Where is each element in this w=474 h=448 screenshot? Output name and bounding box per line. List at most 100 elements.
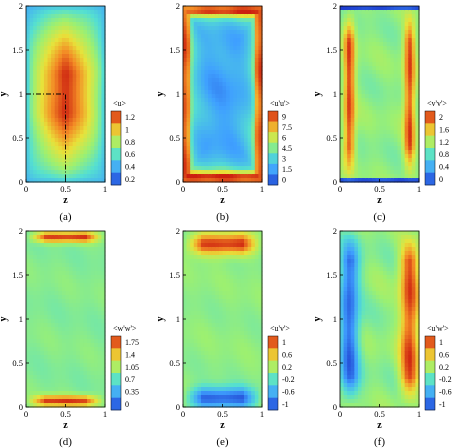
heatmap-cell (393, 82, 399, 87)
heatmap-cell (58, 403, 63, 408)
heatmap-cell (29, 54, 34, 59)
heatmap-cell (90, 18, 95, 23)
heatmap-cell (36, 251, 41, 256)
heatmap-cell (379, 166, 384, 171)
heatmap-cell (43, 162, 49, 167)
heatmap-cell (222, 106, 227, 111)
heatmap-cell (258, 391, 263, 396)
heatmap-cell (36, 355, 41, 360)
heatmap-cell (51, 98, 56, 103)
heatmap-cell (390, 22, 395, 27)
heatmap-cell (186, 178, 191, 183)
heatmap-cell (51, 54, 56, 59)
heatmap-cell (87, 367, 92, 372)
heatmap-cell (72, 339, 77, 344)
heatmap-cell (69, 303, 74, 308)
heatmap-cell (236, 22, 242, 27)
heatmap-cell (33, 38, 38, 43)
heatmap-cell (97, 122, 103, 127)
heatmap-cell (211, 162, 216, 167)
heatmap-cell (79, 126, 85, 131)
heatmap-cell (397, 150, 402, 155)
heatmap-cell (51, 287, 56, 292)
heatmap-cell (368, 6, 373, 11)
heatmap-cell (229, 351, 234, 356)
heatmap-cell (87, 275, 92, 280)
heatmap-cell (365, 170, 370, 175)
heatmap-cell (222, 239, 227, 244)
heatmap-cell (36, 255, 41, 260)
x-tick-label: 1 (417, 184, 421, 194)
heatmap-cell (229, 359, 234, 364)
heatmap-cell (183, 34, 188, 39)
heatmap-cell (61, 359, 67, 364)
heatmap-cell (343, 98, 348, 103)
heatmap-cell (222, 375, 227, 380)
heatmap-cell (372, 162, 377, 167)
heatmap-cell (215, 26, 220, 31)
heatmap-cell (54, 106, 59, 111)
heatmap-cell (222, 251, 227, 256)
heatmap-cell (390, 154, 395, 159)
heatmap-cell (343, 14, 348, 19)
heatmap-cell (51, 399, 56, 404)
heatmap-cell (186, 158, 191, 163)
heatmap-cell (101, 78, 106, 83)
heatmap-cell (33, 162, 38, 167)
heatmap-cell (40, 94, 45, 99)
heatmap-cell (97, 387, 103, 392)
heatmap-cell (411, 38, 417, 43)
heatmap-cell (190, 46, 195, 51)
heatmap-cell (36, 178, 41, 183)
heatmap-cell (197, 170, 202, 175)
heatmap-cell (186, 251, 191, 256)
heatmap-cell (65, 106, 70, 111)
heatmap-cell (222, 403, 227, 408)
heatmap-cell (29, 387, 34, 392)
heatmap-cell (211, 359, 216, 364)
heatmap-cell (40, 231, 45, 236)
heatmap-cell (226, 166, 231, 171)
heatmap-cell (76, 62, 81, 67)
heatmap-cell (40, 98, 45, 103)
heatmap-cell (101, 142, 106, 147)
heatmap-cell (79, 46, 85, 51)
heatmap-cell (361, 114, 366, 119)
heatmap-cell (97, 335, 103, 340)
heatmap-cell (65, 54, 70, 59)
heatmap-cell (97, 94, 103, 99)
heatmap-cell (222, 154, 227, 159)
heatmap-cell (361, 126, 366, 131)
heatmap-cell (240, 339, 245, 344)
heatmap-cell (218, 102, 224, 107)
heatmap-cell (247, 391, 252, 396)
heatmap-cell (190, 343, 195, 348)
heatmap-cell (190, 66, 195, 71)
heatmap-cell (247, 239, 252, 244)
heatmap-cell (36, 367, 41, 372)
heatmap-cell (383, 18, 388, 23)
heatmap-cell (247, 6, 252, 11)
heatmap-cell (69, 122, 74, 127)
heatmap-cell (240, 319, 245, 324)
heatmap-cell (65, 283, 70, 288)
heatmap-cell (43, 363, 49, 368)
heatmap-cell (83, 106, 88, 111)
heatmap-cell (204, 307, 209, 312)
heatmap-cell (372, 166, 377, 171)
heatmap-cell (211, 154, 216, 159)
heatmap-cell (240, 18, 245, 23)
heatmap-cell (79, 86, 85, 91)
heatmap-cell (397, 6, 402, 11)
heatmap-cell (87, 102, 92, 107)
heatmap-cell (26, 399, 31, 404)
heatmap-cell (61, 166, 67, 171)
heatmap-cell (350, 22, 355, 27)
heatmap-cell (254, 367, 260, 372)
heatmap-cell (258, 122, 263, 127)
heatmap-cell (408, 150, 413, 155)
heatmap-cell (244, 102, 249, 107)
heatmap-cell (197, 114, 202, 119)
heatmap-cell (186, 34, 191, 39)
heatmap-cell (218, 98, 224, 103)
